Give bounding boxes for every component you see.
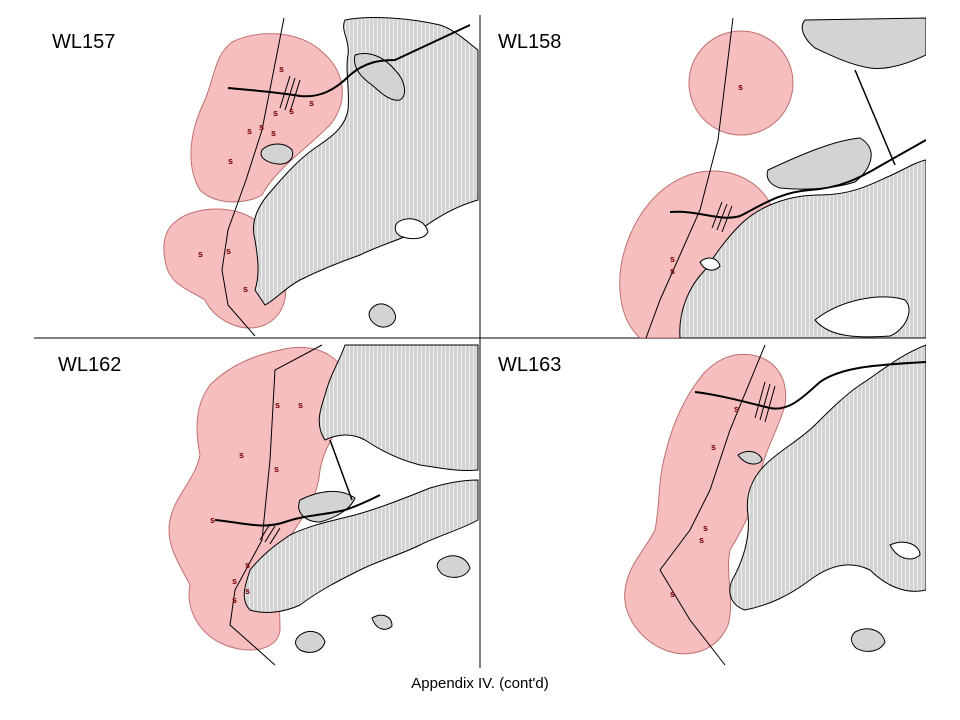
sighting-marker: s bbox=[259, 122, 264, 132]
sighting-marker: s bbox=[210, 515, 215, 525]
sighting-marker: s bbox=[703, 523, 708, 533]
survey-transect bbox=[645, 17, 734, 338]
sighting-marker: s bbox=[738, 82, 743, 92]
island bbox=[394, 218, 429, 240]
panel-label-wl163: WL163 bbox=[498, 354, 561, 376]
landmass bbox=[243, 479, 479, 613]
airport-runways bbox=[754, 381, 776, 423]
sighting-marker: s bbox=[273, 108, 278, 118]
panel-label-wl162: WL162 bbox=[58, 354, 121, 376]
landmass bbox=[318, 344, 479, 471]
panel-wl158: s s s bbox=[619, 17, 926, 338]
sighting-markers: s s s bbox=[670, 82, 743, 276]
airport-runways bbox=[279, 75, 301, 113]
landmass bbox=[801, 17, 926, 69]
sighting-marker: s bbox=[271, 128, 276, 138]
landmass bbox=[766, 137, 872, 190]
bridge-route bbox=[854, 69, 896, 166]
sighting-marker: s bbox=[670, 589, 675, 599]
buffer-zone bbox=[190, 33, 343, 203]
sighting-markers: s s s s s bbox=[670, 404, 739, 599]
sighting-marker: s bbox=[670, 266, 675, 276]
island bbox=[850, 628, 886, 652]
panel-wl157: s s s s s s s s s s s bbox=[163, 17, 479, 337]
sighting-marker: s bbox=[245, 560, 250, 570]
panel-label-wl158: WL158 bbox=[498, 31, 561, 53]
island bbox=[889, 541, 921, 560]
sighting-marker: s bbox=[239, 450, 244, 460]
sighting-marker: s bbox=[670, 254, 675, 264]
sighting-marker: s bbox=[232, 576, 237, 586]
sighting-marker: s bbox=[198, 249, 203, 259]
survey-transect bbox=[221, 17, 285, 337]
sighting-markers: s s s s s s s s s bbox=[210, 400, 303, 605]
panel-wl162: s s s s s s s s s bbox=[168, 344, 479, 666]
landmass bbox=[679, 159, 926, 338]
panel-wl163: s s s s s bbox=[624, 344, 926, 666]
sighting-marker: s bbox=[711, 442, 716, 452]
airport-runways bbox=[711, 201, 733, 233]
bridge-route bbox=[669, 139, 926, 219]
bridge-route bbox=[694, 361, 926, 410]
sighting-marker: s bbox=[699, 535, 704, 545]
bridge-route bbox=[214, 494, 381, 527]
panel-label-wl157: WL157 bbox=[52, 31, 115, 53]
bridge-route bbox=[329, 439, 353, 501]
landmass bbox=[298, 491, 356, 523]
sighting-marker: s bbox=[289, 106, 294, 116]
island bbox=[368, 303, 397, 328]
island bbox=[260, 143, 294, 165]
landmass bbox=[253, 17, 479, 306]
island bbox=[699, 257, 721, 271]
sighting-marker: s bbox=[247, 126, 252, 136]
landmass bbox=[729, 344, 926, 611]
sighting-marker: s bbox=[228, 156, 233, 166]
survey-transect bbox=[659, 344, 766, 666]
sighting-marker: s bbox=[298, 400, 303, 410]
sighting-markers: s s s s s s s s s s s bbox=[198, 64, 314, 294]
sighting-marker: s bbox=[309, 98, 314, 108]
island bbox=[371, 614, 393, 630]
sighting-marker: s bbox=[243, 284, 248, 294]
airport-runways bbox=[259, 523, 281, 545]
sighting-marker: s bbox=[245, 586, 250, 596]
sighting-marker: s bbox=[226, 246, 231, 256]
sighting-marker: s bbox=[734, 404, 739, 414]
survey-transect bbox=[229, 344, 323, 666]
island bbox=[814, 296, 910, 338]
figure-caption: Appendix IV. (cont'd) bbox=[411, 675, 549, 692]
buffer-zone bbox=[688, 30, 794, 136]
sighting-marker: s bbox=[279, 64, 284, 74]
island bbox=[436, 555, 471, 578]
island bbox=[737, 450, 763, 465]
sighting-marker: s bbox=[232, 595, 237, 605]
sighting-marker: s bbox=[274, 464, 279, 474]
island bbox=[295, 631, 326, 653]
sighting-marker: s bbox=[275, 400, 280, 410]
bridge-route bbox=[227, 24, 471, 98]
